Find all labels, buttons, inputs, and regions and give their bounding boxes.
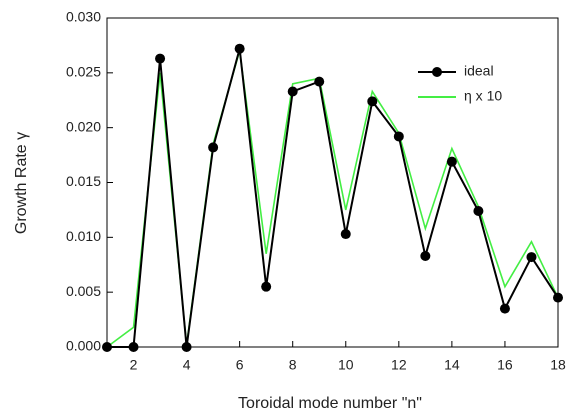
series-marker [102,342,112,352]
series-marker [526,252,537,263]
y-tick-label: 0.015 [66,173,101,189]
x-tick-label: 6 [236,357,244,373]
series-marker [261,281,272,292]
y-tick-label: 0.005 [66,283,101,299]
y-tick-label: 0.010 [66,228,101,244]
series-marker [155,53,166,64]
series-marker [314,76,325,87]
series-marker [208,142,219,153]
y-axis-label: Growth Rate γ [13,132,30,234]
series-marker [181,342,192,352]
series-marker [446,156,457,167]
series-marker [367,96,378,107]
series-marker [128,342,139,352]
x-tick-label: 10 [338,357,354,373]
x-tick-label: 18 [550,357,566,373]
x-tick-label: 14 [444,357,460,373]
legend-label: η x 10 [464,88,502,104]
y-tick-label: 0.030 [66,9,101,25]
x-tick-label: 8 [289,357,297,373]
x-tick-label: 4 [183,357,191,373]
series-marker [473,206,484,217]
x-axis-label: Toroidal mode number "n" [238,395,422,412]
series-marker [287,86,298,97]
legend-marker [432,67,442,77]
series-line [107,48,559,348]
series-marker [393,131,404,142]
series-marker [420,250,431,261]
x-tick-label: 2 [130,357,138,373]
y-tick-label: 0.020 [66,118,101,134]
series-marker [234,43,245,54]
series-marker [340,229,351,240]
legend-label: ideal [464,63,494,79]
series-marker [499,303,510,314]
y-tick-label: 0.000 [66,338,101,354]
series-marker [553,292,563,303]
y-tick-label: 0.025 [66,64,101,80]
x-tick-label: 12 [391,357,407,373]
x-tick-label: 16 [497,357,513,373]
